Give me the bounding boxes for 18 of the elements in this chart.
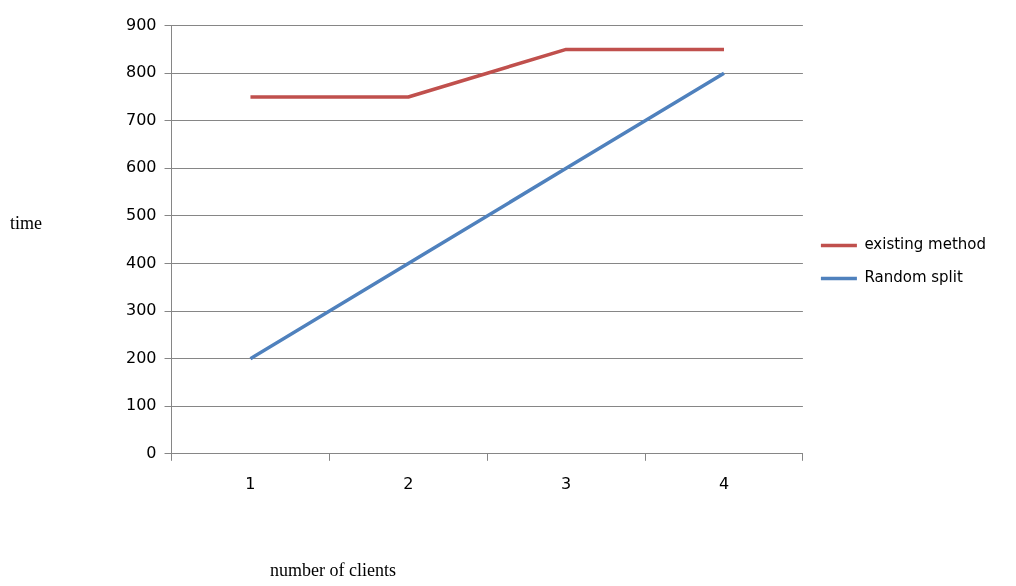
y-tick-label: 900 [125,14,157,34]
y-axis-title: time [10,213,42,234]
x-tick-label: 2 [403,473,414,493]
x-axis-title: number of clients [270,560,396,581]
y-tick-label: 100 [125,395,157,415]
y-tick-label: 400 [125,252,157,272]
legend-label: Random split [864,268,963,287]
x-tick-label: 3 [561,473,572,493]
y-tick-label: 700 [125,109,157,129]
y-tick-label: 600 [125,157,157,177]
x-tick-label: 1 [245,473,256,493]
x-tick-label: 4 [718,473,730,493]
y-tick-label: 800 [125,62,157,82]
y-tick-label: 500 [125,205,157,225]
y-tick-label: 0 [146,442,157,462]
y-tick-label: 200 [125,347,157,367]
y-tick-label: 300 [125,300,157,320]
legend-label: existing method [864,235,987,254]
